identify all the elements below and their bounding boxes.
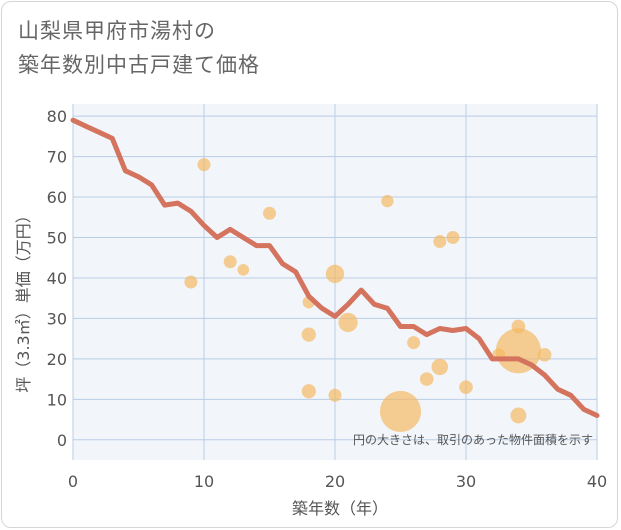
bubble-size-note: 円の大きさは、取引のあった物件面積を示す <box>353 432 593 447</box>
chart-title-line-1: 山梨県甲府市湯村の <box>18 19 216 43</box>
bubble-point <box>328 388 342 402</box>
bubble-point <box>419 372 434 386</box>
bubble-point <box>431 358 449 376</box>
y-tick-label: 20 <box>47 350 67 369</box>
x-axis-label: 築年数（年） <box>292 499 388 518</box>
bubble-point <box>197 158 211 172</box>
x-tick-label: 20 <box>325 472 345 491</box>
y-axis-label: 坪（3.3㎡）単価（万円） <box>14 207 33 392</box>
bubble-point <box>223 255 237 269</box>
bubble-point <box>459 380 473 394</box>
x-tick-label: 30 <box>456 472 476 491</box>
y-tick-label: 80 <box>47 107 67 126</box>
bubble-point <box>379 390 422 433</box>
chart-title-line-2: 築年数別中古戸建て価格 <box>18 53 260 77</box>
chart-title: 山梨県甲府市湯村の 築年数別中古戸建て価格 <box>18 14 260 82</box>
x-tick-label: 10 <box>194 472 214 491</box>
bubble-point <box>237 264 250 276</box>
bubble-point <box>184 275 198 289</box>
y-tick-label: 10 <box>47 390 67 409</box>
bubble-point <box>537 348 552 362</box>
bubble-point <box>325 264 345 284</box>
bubble-point <box>381 194 394 208</box>
y-tick-label: 60 <box>47 188 67 207</box>
y-tick-label: 0 <box>57 431 67 450</box>
y-tick-label: 70 <box>47 148 67 167</box>
y-tick-label: 40 <box>47 269 67 288</box>
x-tick-label: 40 <box>587 472 607 491</box>
bubble-point <box>263 206 276 220</box>
bubble-point <box>301 327 316 342</box>
x-axis-tick-labels: 0 10 20 30 40 <box>68 472 607 491</box>
bubble-point <box>510 407 527 424</box>
bubble-point <box>446 231 460 244</box>
bubble-point <box>433 235 447 249</box>
y-tick-label: 50 <box>47 229 67 248</box>
x-tick-label: 0 <box>68 472 78 491</box>
bubble-point <box>301 384 316 399</box>
y-tick-label: 30 <box>47 309 67 328</box>
y-axis-tick-labels: 0 10 20 30 40 50 60 70 80 <box>47 107 67 450</box>
bubble-point <box>407 336 421 350</box>
bubble-point <box>338 312 358 333</box>
bubble-point <box>511 319 526 334</box>
average-price-line <box>70 117 600 418</box>
